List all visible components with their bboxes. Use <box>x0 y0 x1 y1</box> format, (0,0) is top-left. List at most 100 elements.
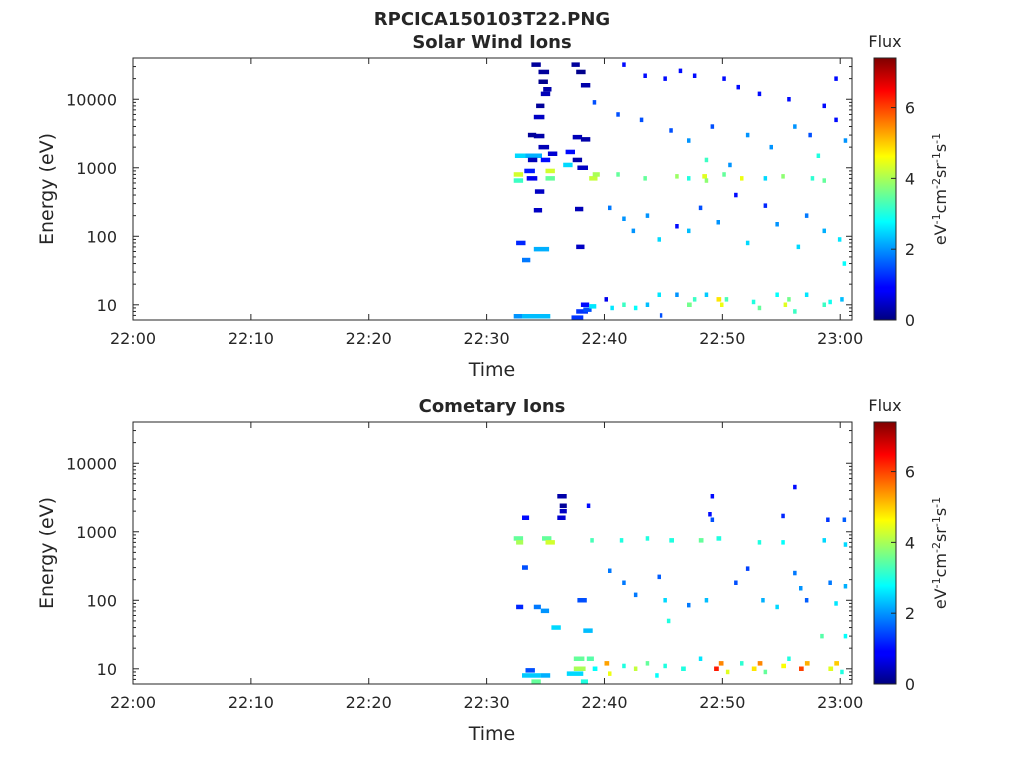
flux-cell <box>720 302 724 307</box>
flux-cell <box>559 508 567 514</box>
figure-title: RPCICA150103T22.PNG <box>374 9 610 30</box>
flux-cell <box>822 103 826 109</box>
flux-cell <box>533 208 543 213</box>
flux-cell <box>572 157 583 163</box>
flux-cell <box>580 679 588 684</box>
flux-cell <box>724 297 729 302</box>
flux-cell <box>745 566 750 571</box>
flux-cell <box>516 314 526 319</box>
y-tick-label: 10000 <box>66 454 117 473</box>
flux-cell <box>542 536 552 541</box>
flux-cell <box>533 133 545 139</box>
flux-cell <box>702 174 707 179</box>
flux-cell <box>522 314 551 319</box>
flux-cell <box>763 203 768 208</box>
flux-cell <box>804 661 810 666</box>
flux-cell <box>577 165 588 170</box>
flux-cell <box>843 542 848 547</box>
flux-cell <box>516 604 524 610</box>
flux-cell <box>799 666 804 671</box>
flux-cell <box>559 503 567 508</box>
flux-cell <box>843 584 848 589</box>
y-axis: 10 100 1000 10000 <box>66 57 852 321</box>
flux-cell <box>540 608 550 614</box>
flux-cell <box>704 598 709 603</box>
y-tick-label: 10 <box>97 660 117 679</box>
flux-cell <box>643 73 647 78</box>
flux-cell <box>513 172 524 177</box>
colorbar-tick-label: 2 <box>905 240 915 259</box>
flux-cell <box>698 656 703 661</box>
flux-cell <box>540 91 551 97</box>
colorbar-tick-label: 2 <box>905 604 915 623</box>
flux-cell <box>669 128 673 133</box>
flux-cell <box>826 517 830 522</box>
flux-cell <box>722 76 726 81</box>
flux-cell <box>793 484 797 490</box>
flux-cell <box>763 669 768 675</box>
y-axis: 10 100 1000 10000 <box>66 421 852 685</box>
flux-cell <box>687 176 691 181</box>
flux-cell <box>751 299 756 305</box>
y-tick-label: 1000 <box>76 523 117 542</box>
flux-cell <box>843 633 848 639</box>
x-tick-label: 22:50 <box>699 329 745 348</box>
flux-cell <box>571 315 584 320</box>
flux-cell <box>573 666 586 671</box>
flux-cell <box>687 228 691 234</box>
colorbar-units-label: eV-1cm-2sr-1s-1 <box>930 133 951 245</box>
colorbar-tick-label: 6 <box>905 463 915 482</box>
x-axis-label: Time <box>468 723 516 745</box>
flux-cell <box>551 625 561 630</box>
flux-cell <box>736 84 740 90</box>
flux-cell <box>828 666 834 671</box>
x-tick-label: 22:50 <box>699 693 745 712</box>
flux-cell <box>787 97 791 102</box>
flux-cell <box>757 540 762 545</box>
flux-cell <box>592 666 598 671</box>
flux-cell <box>534 189 545 194</box>
flux-cell <box>527 157 538 163</box>
flux-cell <box>545 540 555 545</box>
plot-area <box>132 421 853 685</box>
colorbar-tick-label: 0 <box>905 311 915 330</box>
flux-cell <box>657 237 661 242</box>
flux-cell <box>842 517 847 522</box>
flux-cell <box>692 297 697 302</box>
flux-cell <box>592 100 597 105</box>
flux-cell <box>704 292 709 297</box>
flux-cell <box>793 570 797 576</box>
y-tick-label: 10 <box>97 296 117 315</box>
flux-cell <box>533 114 545 120</box>
x-tick-label: 23:00 <box>817 693 863 712</box>
flux-cell <box>525 668 535 673</box>
flux-cell <box>543 87 552 92</box>
flux-cell <box>659 313 663 318</box>
flux-cell <box>516 540 524 545</box>
flux-cell <box>751 666 757 671</box>
flux-cell <box>513 536 524 541</box>
flux-cell <box>589 176 598 181</box>
flux-cell <box>828 580 832 585</box>
flux-cell <box>645 661 650 666</box>
flux-cell <box>681 666 686 671</box>
y-axis-label: Energy (eV) <box>36 497 58 609</box>
flux-cell <box>828 299 832 305</box>
flux-cell <box>843 138 848 143</box>
colorbar-tick-label: 4 <box>905 533 915 552</box>
flux-cell <box>619 538 624 543</box>
flux-cell <box>527 132 537 138</box>
flux-cell <box>526 176 538 181</box>
flux-cell <box>533 246 550 252</box>
flux-cell <box>536 103 545 109</box>
flux-cell <box>757 661 763 666</box>
flux-cell <box>540 673 551 678</box>
flux-cell <box>769 144 773 150</box>
colorbar-tick-label: 4 <box>905 169 915 188</box>
flux-cell <box>645 302 650 307</box>
x-tick-label: 22:10 <box>228 693 274 712</box>
flux-cell <box>533 604 541 610</box>
spectrogram-cells <box>513 484 848 684</box>
flux-cell <box>576 309 588 314</box>
